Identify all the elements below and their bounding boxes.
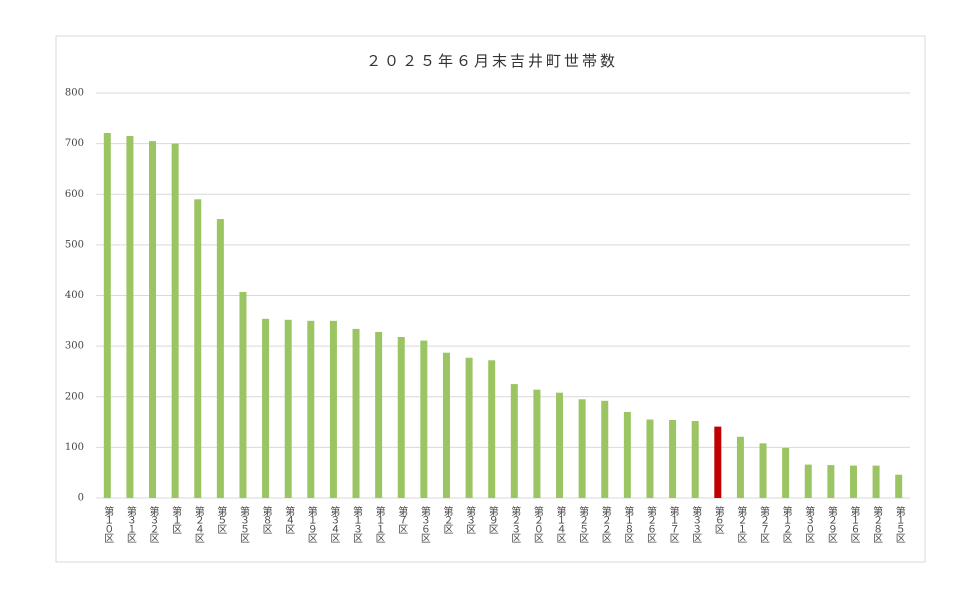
x-tick-label: 第２区 [441,505,453,534]
x-tick-label: 第３６区 [418,505,430,543]
bar [420,340,428,498]
bar [872,465,880,498]
bar [691,421,699,498]
bar [736,436,744,498]
x-tick-label: 第３５区 [237,505,249,543]
y-tick-label: 200 [65,391,84,402]
bar [442,352,450,498]
y-tick-label: 500 [65,239,84,250]
x-tick-label: 第２１区 [735,505,747,543]
bar [895,474,903,498]
bar [216,219,224,498]
bar [149,141,157,498]
x-tick-label: 第９区 [486,505,498,534]
y-tick-label: 300 [65,341,84,352]
y-tick-label: 400 [65,290,84,301]
bar [488,360,496,498]
x-tick-label: 第２０区 [531,505,543,543]
x-tick-label: 第２５区 [577,505,589,543]
x-tick-label: 第２７区 [758,505,770,543]
x-tick-label: 第１１区 [373,505,385,543]
bar [578,399,586,498]
bar [623,411,631,498]
bar [804,464,812,498]
y-tick-label: 100 [65,442,84,453]
x-tick-label: 第３区 [464,505,476,534]
bar [827,465,835,498]
x-tick-label: 第７区 [396,505,408,534]
bar [171,143,179,498]
x-tick-label: 第３４区 [328,505,340,543]
bar [556,392,564,498]
bar [533,389,541,498]
y-tick-label: 600 [65,189,84,200]
bar [397,337,405,498]
bar [714,426,722,498]
x-tick-label: 第１６区 [848,505,860,543]
bar [510,384,518,498]
bar [782,447,790,498]
x-tick-label: 第１区 [170,505,182,534]
bar [262,318,270,498]
y-tick-label: 0 [78,493,84,504]
x-tick-label: 第３３区 [690,505,702,543]
x-tick-label: 第３１区 [124,505,136,543]
bar [646,419,654,498]
x-tick-label: 第１０区 [102,505,114,543]
x-tick-label: 第２８区 [871,505,883,543]
bar [601,400,609,498]
x-tick-label: 第１４区 [554,505,566,543]
x-tick-label: 第６区 [712,505,724,534]
bar [329,320,337,498]
x-tick-label: 第１８区 [622,505,634,543]
bar [849,465,857,498]
x-tick-label: 第２４区 [192,505,204,543]
x-tick-label: 第１５区 [893,505,905,543]
x-tick-label: 第２３区 [509,505,521,543]
x-tick-label: 第４区 [283,505,295,534]
y-tick-label: 700 [65,138,84,149]
bar [465,357,473,498]
x-tick-label: 第１２区 [780,505,792,543]
bar [239,291,247,498]
x-tick-label: 第２９区 [825,505,837,543]
bar [669,420,677,498]
x-tick-label: 第２２区 [599,505,611,543]
y-tick-label: 800 [65,88,84,99]
bar [307,320,315,498]
bar [126,136,134,498]
bar [759,443,767,498]
bar [103,132,111,498]
chart-title: ２０２５年６月末吉井町世帯数 [366,52,618,70]
x-tick-label: 第３２区 [147,505,159,543]
x-tick-label: 第１９区 [305,505,317,543]
x-tick-label: 第１７区 [667,505,679,543]
x-tick-label: 第１３区 [351,505,363,543]
bar [194,199,202,498]
x-tick-label: 第２６区 [644,505,656,543]
bar [284,319,292,498]
bar [375,331,383,498]
bar [352,328,360,498]
x-tick-label: 第８区 [260,505,272,534]
x-tick-label: 第５区 [215,505,227,534]
x-tick-label: 第３０区 [803,505,815,543]
